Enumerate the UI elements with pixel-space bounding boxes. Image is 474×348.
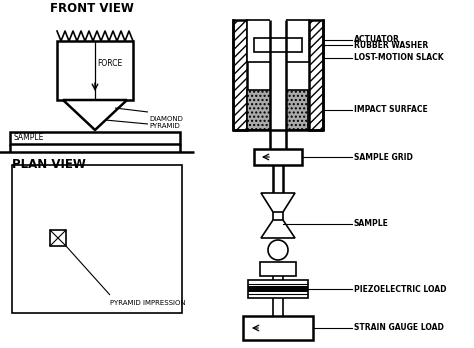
Polygon shape <box>261 193 295 212</box>
Bar <box>248 280 308 298</box>
Text: PIEZOELECTRIC LOAD: PIEZOELECTRIC LOAD <box>354 285 447 293</box>
Bar <box>282 90 308 130</box>
Text: PLAN VIEW: PLAN VIEW <box>12 158 86 171</box>
Bar <box>243 316 313 340</box>
Text: IMPACT SURFACE: IMPACT SURFACE <box>354 105 428 114</box>
Polygon shape <box>63 100 127 130</box>
Text: RUBBER WASHER: RUBBER WASHER <box>354 40 428 49</box>
Bar <box>254 38 302 52</box>
Bar <box>260 262 296 276</box>
Text: DIAMOND
PYRAMID: DIAMOND PYRAMID <box>149 116 183 129</box>
Polygon shape <box>261 220 295 238</box>
Bar <box>254 149 302 165</box>
Bar <box>50 230 66 246</box>
Bar <box>309 20 323 130</box>
Bar <box>12 165 182 313</box>
Text: SAMPLE: SAMPLE <box>354 220 389 229</box>
Bar <box>57 41 133 100</box>
Bar <box>270 18 286 132</box>
Text: STRAIN GAUGE LOAD: STRAIN GAUGE LOAD <box>354 324 444 332</box>
Text: SAMPLE GRID: SAMPLE GRID <box>354 152 413 161</box>
Bar <box>247 20 309 62</box>
Text: LOST-MOTION SLACK: LOST-MOTION SLACK <box>354 54 444 63</box>
Text: FORCE: FORCE <box>97 58 122 68</box>
Text: ACTUATOR: ACTUATOR <box>354 35 400 45</box>
Bar <box>10 132 180 144</box>
Text: FRONT VIEW: FRONT VIEW <box>50 2 134 15</box>
Bar <box>233 20 247 130</box>
Bar <box>247 90 273 130</box>
Text: PYRAMID IMPRESSION: PYRAMID IMPRESSION <box>110 300 186 306</box>
Bar <box>248 286 308 292</box>
Circle shape <box>268 240 288 260</box>
Text: SAMPLE: SAMPLE <box>14 134 45 142</box>
